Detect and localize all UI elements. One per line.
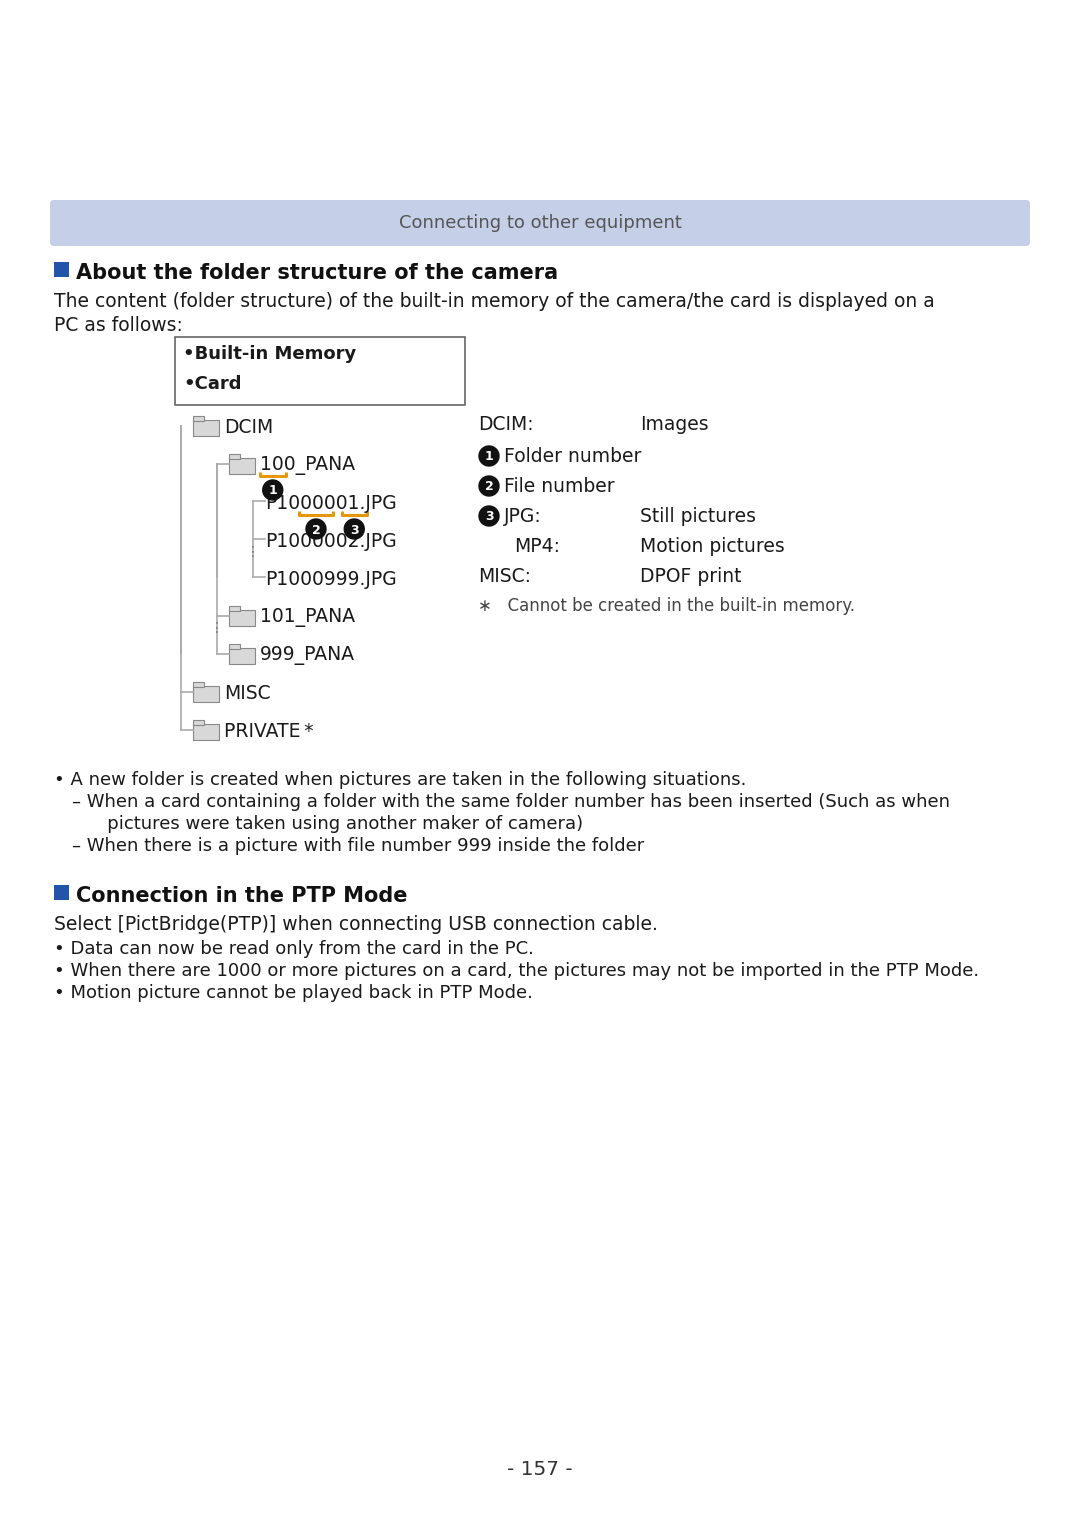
Circle shape [262, 481, 283, 501]
Text: MP4:: MP4: [514, 537, 561, 555]
Text: - 157 -: - 157 - [508, 1460, 572, 1479]
Text: Motion pictures: Motion pictures [640, 537, 785, 555]
Text: File number: File number [504, 478, 615, 496]
Text: 1: 1 [485, 450, 494, 464]
Text: Connection in the PTP Mode: Connection in the PTP Mode [76, 887, 407, 906]
Text: •Card: •Card [183, 375, 242, 394]
Bar [229, 610, 255, 626]
FancyBboxPatch shape [50, 200, 1030, 246]
Bar [54, 885, 69, 900]
Bar [54, 262, 69, 278]
Text: Still pictures: Still pictures [640, 507, 756, 526]
Text: 2: 2 [485, 481, 494, 493]
Circle shape [345, 519, 364, 539]
Text: DPOF print: DPOF print [640, 568, 742, 586]
Text: ∗   Cannot be created in the built-in memory.: ∗ Cannot be created in the built-in memo… [478, 597, 855, 615]
Text: MISC: MISC [224, 684, 271, 703]
Text: DCIM: DCIM [224, 418, 273, 436]
Text: The content (folder structure) of the built-in memory of the camera/the card is : The content (folder structure) of the bu… [54, 291, 935, 311]
Bar [229, 458, 255, 475]
Text: P1000999.JPG: P1000999.JPG [265, 571, 396, 589]
Bar [193, 417, 204, 421]
Bar [175, 337, 465, 404]
Text: Folder number: Folder number [504, 447, 642, 465]
Circle shape [306, 519, 326, 539]
Text: • A new folder is created when pictures are taken in the following situations.: • A new folder is created when pictures … [54, 771, 746, 789]
Text: • Motion picture cannot be played back in PTP Mode.: • Motion picture cannot be played back i… [54, 984, 532, 1003]
Text: MISC:: MISC: [478, 568, 531, 586]
Bar [193, 682, 204, 687]
Text: ⋮: ⋮ [211, 621, 224, 635]
Text: 1: 1 [268, 484, 278, 497]
Text: Images: Images [640, 415, 708, 433]
Text: ⋮: ⋮ [246, 545, 260, 559]
Text: Connecting to other equipment: Connecting to other equipment [399, 214, 681, 232]
Text: PC as follows:: PC as follows: [54, 316, 183, 336]
Text: P1000002.JPG: P1000002.JPG [265, 533, 396, 551]
Text: About the folder structure of the camera: About the folder structure of the camera [76, 262, 558, 282]
Circle shape [480, 446, 499, 465]
Text: – When there is a picture with file number 999 inside the folder: – When there is a picture with file numb… [72, 836, 645, 855]
Text: PRIVATE *: PRIVATE * [224, 722, 313, 742]
Bar [229, 644, 240, 649]
Text: DCIM:: DCIM: [478, 415, 534, 433]
Bar [229, 649, 255, 664]
Text: • Data can now be read only from the card in the PC.: • Data can now be read only from the car… [54, 940, 534, 958]
Text: – When a card containing a folder with the same folder number has been inserted : – When a card containing a folder with t… [72, 794, 950, 810]
Text: 3: 3 [485, 511, 494, 523]
Bar [229, 606, 240, 610]
Circle shape [480, 476, 499, 496]
Text: • When there are 1000 or more pictures on a card, the pictures may not be import: • When there are 1000 or more pictures o… [54, 961, 980, 980]
Bar [193, 723, 219, 740]
Text: 100_PANA: 100_PANA [260, 456, 355, 475]
Text: Select [PictBridge(PTP)] when connecting USB connection cable.: Select [PictBridge(PTP)] when connecting… [54, 916, 658, 934]
Text: P1000001.JPG: P1000001.JPG [265, 494, 396, 513]
Bar [193, 687, 219, 702]
Text: 3: 3 [350, 523, 359, 537]
Bar [229, 455, 240, 459]
Text: pictures were taken using another maker of camera): pictures were taken using another maker … [90, 815, 583, 833]
Text: •Built-in Memory: •Built-in Memory [183, 345, 356, 363]
Bar [193, 420, 219, 436]
Text: 999_PANA: 999_PANA [260, 645, 355, 665]
Circle shape [480, 507, 499, 526]
Bar [193, 720, 204, 725]
Text: JPG:: JPG: [504, 507, 542, 526]
Text: 101_PANA: 101_PANA [260, 607, 355, 627]
Text: 2: 2 [312, 523, 321, 537]
